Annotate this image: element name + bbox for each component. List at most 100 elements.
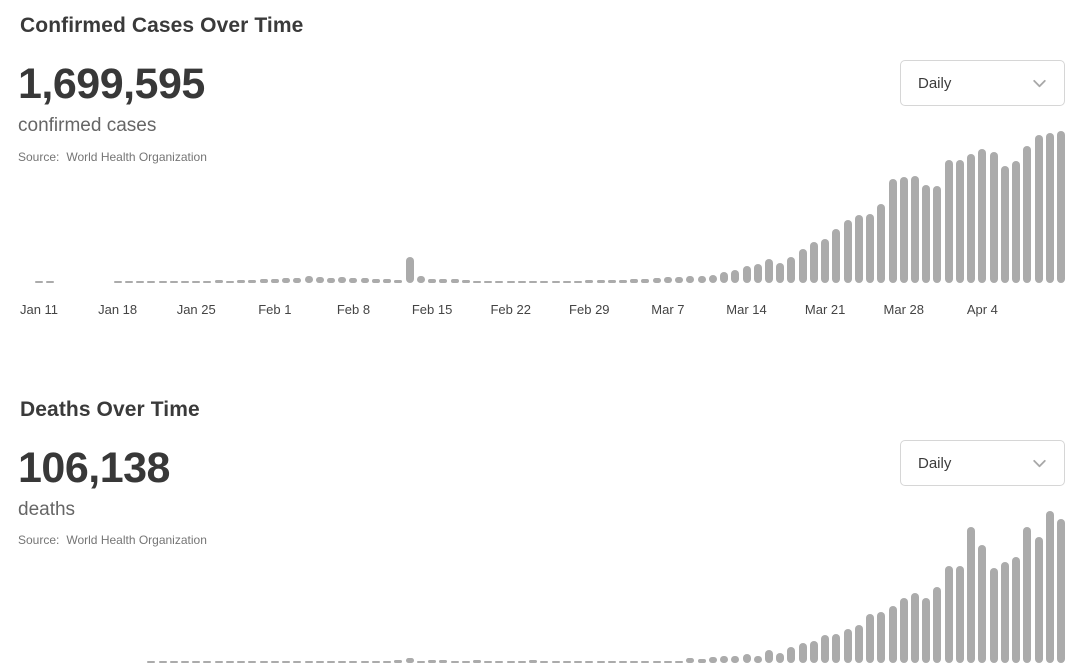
bar[interactable] <box>720 272 729 283</box>
bar[interactable] <box>293 661 302 663</box>
bar[interactable] <box>619 661 627 663</box>
bar[interactable] <box>147 281 156 283</box>
bar[interactable] <box>192 661 201 663</box>
bar[interactable] <box>349 278 358 283</box>
bar[interactable] <box>652 661 661 663</box>
bar[interactable] <box>753 264 762 283</box>
bar[interactable] <box>922 598 931 663</box>
bar[interactable] <box>731 656 740 663</box>
bar[interactable] <box>562 281 571 283</box>
bar[interactable] <box>147 661 156 663</box>
bar[interactable] <box>484 281 493 283</box>
bar[interactable] <box>360 661 369 663</box>
bar[interactable] <box>304 276 313 283</box>
bar[interactable] <box>461 661 470 663</box>
bar[interactable] <box>652 278 661 283</box>
bar[interactable] <box>214 661 223 663</box>
bar[interactable] <box>517 281 526 283</box>
bar[interactable] <box>428 279 437 283</box>
interval-dropdown-deaths[interactable]: Daily <box>900 440 1065 486</box>
bar[interactable] <box>383 279 392 283</box>
bar[interactable] <box>540 281 549 283</box>
bar[interactable] <box>1023 527 1032 663</box>
bar[interactable] <box>562 661 571 663</box>
bar[interactable] <box>686 276 695 283</box>
bar[interactable] <box>203 281 212 283</box>
bar[interactable] <box>416 661 425 663</box>
bar[interactable] <box>259 279 268 283</box>
bar[interactable] <box>1057 519 1065 663</box>
bar[interactable] <box>158 661 167 663</box>
bar[interactable] <box>371 661 380 663</box>
bar[interactable] <box>933 587 942 663</box>
bar[interactable] <box>776 263 785 283</box>
bar[interactable] <box>619 280 627 283</box>
bar[interactable] <box>787 257 796 283</box>
bar[interactable] <box>787 647 796 663</box>
bar[interactable] <box>1034 135 1043 283</box>
bar[interactable] <box>1012 161 1021 283</box>
bar[interactable] <box>809 242 818 283</box>
bar[interactable] <box>169 281 178 283</box>
bar[interactable] <box>899 598 908 663</box>
confirmed-cases-bar-chart[interactable] <box>35 128 1065 283</box>
bar[interactable] <box>439 660 448 663</box>
bar[interactable] <box>181 661 189 663</box>
bar[interactable] <box>113 281 122 283</box>
bar[interactable] <box>517 661 526 663</box>
bar[interactable] <box>315 277 324 283</box>
bar[interactable] <box>843 220 852 283</box>
bar[interactable] <box>854 625 863 663</box>
bar[interactable] <box>944 566 953 663</box>
bar[interactable] <box>585 280 594 283</box>
bar[interactable] <box>282 278 291 283</box>
bar[interactable] <box>237 280 246 283</box>
bar[interactable] <box>663 277 672 283</box>
bar[interactable] <box>888 606 897 663</box>
bar[interactable] <box>753 656 762 663</box>
bar[interactable] <box>327 278 335 283</box>
bar[interactable] <box>506 661 515 663</box>
bar[interactable] <box>708 657 717 663</box>
bar[interactable] <box>776 653 785 663</box>
bar[interactable] <box>338 277 347 283</box>
bar[interactable] <box>675 661 684 663</box>
bar[interactable] <box>1000 166 1009 283</box>
bar[interactable] <box>596 280 605 283</box>
bar[interactable] <box>877 204 886 283</box>
bar[interactable] <box>506 281 515 283</box>
bar[interactable] <box>428 660 437 663</box>
bar[interactable] <box>989 152 998 283</box>
bar[interactable] <box>955 566 964 663</box>
bar[interactable] <box>967 527 976 663</box>
bar[interactable] <box>304 661 313 663</box>
bar[interactable] <box>237 661 246 663</box>
bar[interactable] <box>405 257 414 283</box>
bar[interactable] <box>742 654 751 663</box>
bar[interactable] <box>967 154 976 283</box>
bar[interactable] <box>450 661 459 663</box>
deaths-bar-chart[interactable] <box>35 508 1065 663</box>
bar[interactable] <box>765 259 773 283</box>
bar[interactable] <box>293 278 302 283</box>
interval-dropdown-confirmed[interactable]: Daily <box>900 60 1065 106</box>
bar[interactable] <box>540 661 549 663</box>
bar[interactable] <box>978 149 987 283</box>
bar[interactable] <box>809 641 818 663</box>
bar[interactable] <box>877 612 886 663</box>
bar[interactable] <box>349 661 358 663</box>
bar[interactable] <box>1000 562 1009 663</box>
bar[interactable] <box>686 658 695 663</box>
bar[interactable] <box>911 593 919 663</box>
bar[interactable] <box>495 661 504 663</box>
bar[interactable] <box>416 276 425 283</box>
bar[interactable] <box>697 659 706 663</box>
bar[interactable] <box>1023 146 1032 283</box>
bar[interactable] <box>1045 511 1054 663</box>
bar[interactable] <box>225 661 234 663</box>
bar[interactable] <box>529 281 538 283</box>
bar[interactable] <box>327 661 335 663</box>
bar[interactable] <box>124 281 133 283</box>
bar[interactable] <box>888 179 897 283</box>
bar[interactable] <box>259 661 268 663</box>
